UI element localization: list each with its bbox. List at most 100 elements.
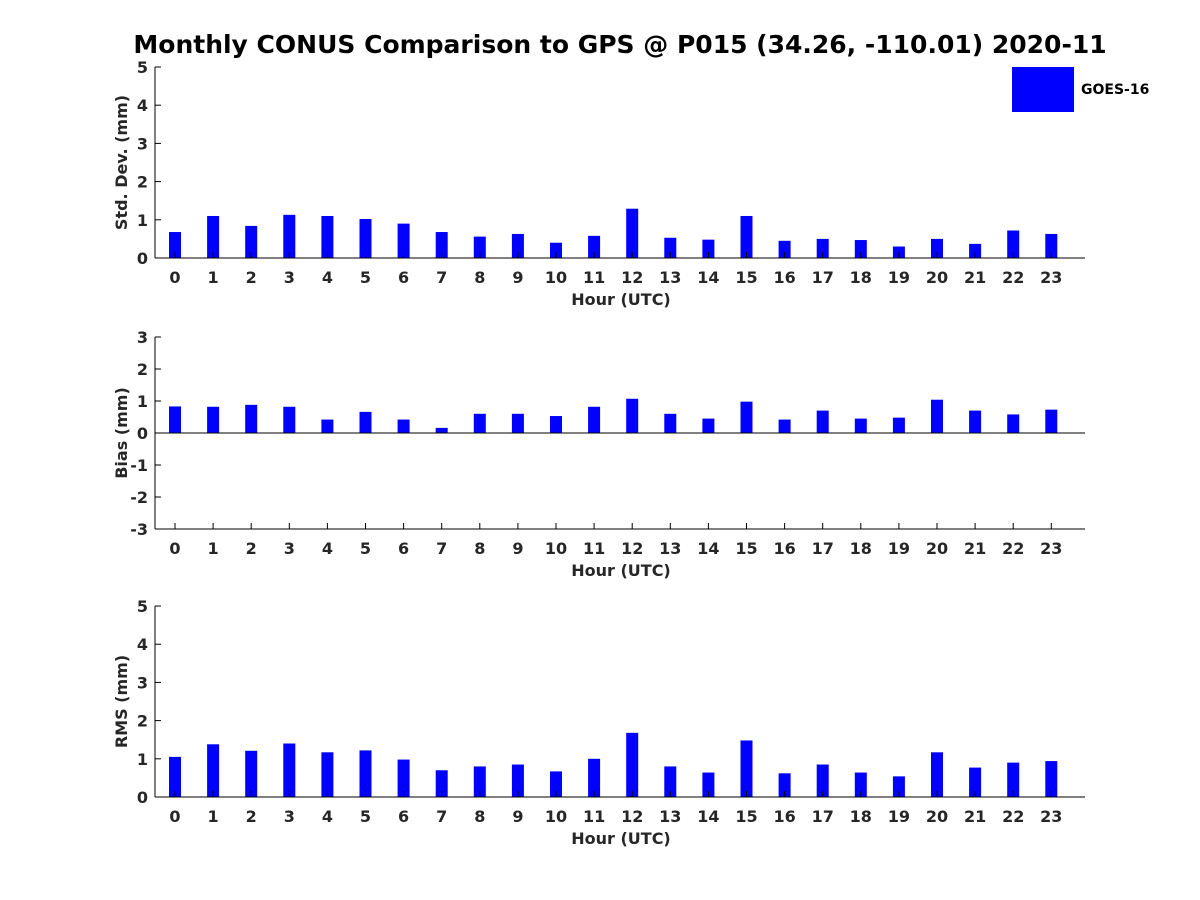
rms-bar-15 xyxy=(740,740,753,797)
bias-bar-22 xyxy=(1007,414,1020,433)
bias-bar-20 xyxy=(931,399,943,433)
stddev-bar-10 xyxy=(550,242,562,258)
stddev-ytick-label-0: 0 xyxy=(137,249,148,268)
rms-bar-6 xyxy=(397,759,410,797)
rms-bar-11 xyxy=(588,758,601,797)
stddev-bar-7 xyxy=(435,232,448,258)
rms-xtick-label-3: 3 xyxy=(284,807,295,826)
bias-xtick-label-5: 5 xyxy=(360,539,371,558)
legend-swatch xyxy=(1012,67,1074,112)
rms-ytick-label-1: 1 xyxy=(137,750,148,769)
stddev-xtick-label-8: 8 xyxy=(474,268,485,287)
bias-bar-15 xyxy=(740,401,753,433)
rms-bar-13 xyxy=(664,766,677,797)
bias-ytick-label-3: 3 xyxy=(137,328,148,347)
rms-bar-20 xyxy=(931,752,943,797)
stddev-xtick-label-21: 21 xyxy=(964,268,986,287)
bias-xtick-label-11: 11 xyxy=(583,539,605,558)
stddev-xtick-label-12: 12 xyxy=(621,268,643,287)
stddev-xtick-label-22: 22 xyxy=(1002,268,1024,287)
rms-xtick-label-19: 19 xyxy=(888,807,910,826)
stddev-bar-4 xyxy=(321,215,334,258)
rms-xtick-label-9: 9 xyxy=(512,807,523,826)
bias-bar-10 xyxy=(550,416,562,433)
rms-bar-3 xyxy=(283,743,296,797)
rms-xtick-label-23: 23 xyxy=(1040,807,1062,826)
bias-xtick-label-18: 18 xyxy=(850,539,872,558)
bias-bar-23 xyxy=(1045,409,1058,433)
stddev-xtick-label-5: 5 xyxy=(360,268,371,287)
rms-bar-17 xyxy=(816,764,829,797)
bias-xtick-label-4: 4 xyxy=(322,539,333,558)
stddev-bar-1 xyxy=(207,215,220,258)
rms-bar-21 xyxy=(969,767,982,797)
stddev-ytick-label-3: 3 xyxy=(137,134,148,153)
rms-xtick-label-8: 8 xyxy=(474,807,485,826)
bias-xtick-label-0: 0 xyxy=(169,539,180,558)
bias-bar-19 xyxy=(892,417,905,433)
rms-bar-18 xyxy=(854,772,867,797)
rms-xtick-label-12: 12 xyxy=(621,807,643,826)
bias-ytick-label--2: -2 xyxy=(130,488,148,507)
rms-xtick-label-7: 7 xyxy=(436,807,447,826)
stddev-xtick-label-17: 17 xyxy=(812,268,834,287)
bias-xtick-label-2: 2 xyxy=(246,539,257,558)
rms-bar-14 xyxy=(702,772,715,797)
bias-xtick-label-17: 17 xyxy=(812,539,834,558)
bias-xtick-label-6: 6 xyxy=(398,539,409,558)
bias-xtick-label-10: 10 xyxy=(545,539,567,558)
rms-bar-4 xyxy=(321,752,334,797)
stddev-xtick-label-10: 10 xyxy=(545,268,567,287)
bias-xtick-label-19: 19 xyxy=(888,539,910,558)
stddev-xtick-label-6: 6 xyxy=(398,268,409,287)
stddev-bar-6 xyxy=(397,223,410,258)
stddev-bar-20 xyxy=(931,238,943,258)
rms-ylabel: RMS (mm) xyxy=(112,655,131,748)
rms-bar-5 xyxy=(359,750,372,797)
bias-ytick-label-0: 0 xyxy=(137,424,148,443)
bias-bar-6 xyxy=(397,419,410,433)
bias-xtick-label-20: 20 xyxy=(926,539,948,558)
stddev-xtick-label-7: 7 xyxy=(436,268,447,287)
rms-xtick-label-17: 17 xyxy=(812,807,834,826)
bias-bar-3 xyxy=(283,406,296,433)
rms-bar-1 xyxy=(207,744,220,797)
bias-ylabel: Bias (mm) xyxy=(112,387,131,479)
bias-xtick-label-1: 1 xyxy=(208,539,219,558)
stddev-bar-5 xyxy=(359,219,372,258)
rms-bar-8 xyxy=(473,766,486,797)
stddev-bar-12 xyxy=(626,208,639,258)
stddev-bar-0 xyxy=(169,232,181,258)
rms-xtick-label-0: 0 xyxy=(169,807,180,826)
stddev-bar-16 xyxy=(778,240,791,258)
stddev-bar-21 xyxy=(969,243,982,258)
bias-xtick-label-21: 21 xyxy=(964,539,986,558)
rms-xtick-label-16: 16 xyxy=(773,807,795,826)
bias-bar-9 xyxy=(511,413,524,433)
stddev-bar-8 xyxy=(473,236,486,258)
rms-xtick-label-14: 14 xyxy=(697,807,719,826)
rms-ytick-label-0: 0 xyxy=(137,788,148,807)
bias-xtick-label-14: 14 xyxy=(697,539,719,558)
rms-bar-10 xyxy=(550,771,562,797)
bias-xtick-label-9: 9 xyxy=(512,539,523,558)
stddev-ytick-label-4: 4 xyxy=(137,96,148,115)
rms-bar-12 xyxy=(626,732,639,797)
rms-xtick-label-11: 11 xyxy=(583,807,605,826)
rms-xtick-label-20: 20 xyxy=(926,807,948,826)
stddev-bar-22 xyxy=(1007,230,1020,258)
rms-xtick-label-4: 4 xyxy=(322,807,333,826)
bias-bar-21 xyxy=(969,410,982,433)
bias-bar-13 xyxy=(664,413,677,433)
stddev-xtick-label-18: 18 xyxy=(850,268,872,287)
stddev-xtick-label-0: 0 xyxy=(169,268,180,287)
stddev-ytick-label-1: 1 xyxy=(137,211,148,230)
rms-ytick-label-5: 5 xyxy=(137,597,148,616)
bias-bar-17 xyxy=(816,410,829,433)
bias-bar-12 xyxy=(626,398,639,433)
chart-title: Monthly CONUS Comparison to GPS @ P015 (… xyxy=(133,30,1107,59)
stddev-ytick-label-2: 2 xyxy=(137,173,148,192)
rms-bar-9 xyxy=(511,764,524,797)
rms-xtick-label-5: 5 xyxy=(360,807,371,826)
